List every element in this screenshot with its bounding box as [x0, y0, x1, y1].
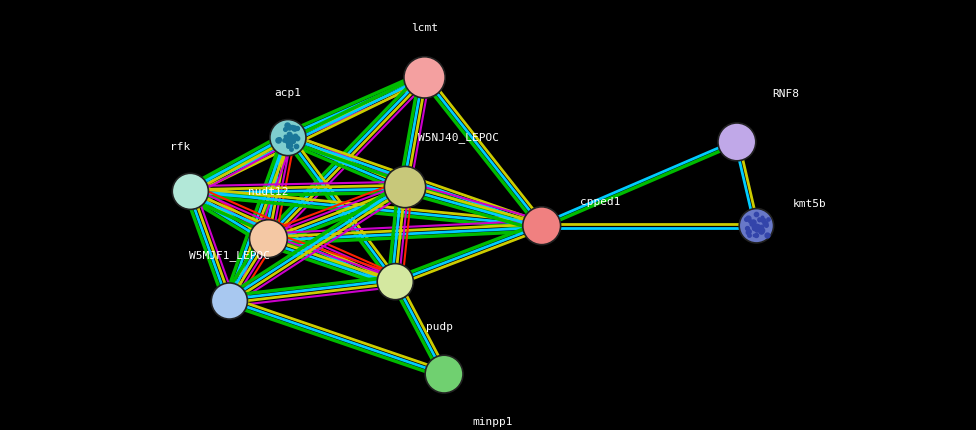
Text: minpp1: minpp1: [472, 417, 513, 427]
Circle shape: [404, 57, 445, 98]
Text: kmt5b: kmt5b: [793, 199, 827, 209]
Circle shape: [385, 166, 426, 208]
Text: W5MJF1_LEPOC: W5MJF1_LEPOC: [189, 250, 269, 261]
Text: RNF8: RNF8: [772, 89, 799, 99]
Circle shape: [523, 207, 560, 245]
Circle shape: [250, 220, 287, 258]
Text: pudp: pudp: [426, 322, 453, 332]
Text: cpped1: cpped1: [580, 197, 621, 207]
Circle shape: [269, 120, 306, 156]
Circle shape: [739, 209, 774, 243]
Text: acp1: acp1: [274, 88, 302, 98]
Text: W5NJ40_LEPOC: W5NJ40_LEPOC: [419, 132, 499, 143]
Text: rfk: rfk: [171, 142, 190, 152]
Text: nudt12: nudt12: [248, 187, 289, 197]
Circle shape: [377, 264, 414, 300]
Text: lcmt: lcmt: [411, 23, 438, 33]
Circle shape: [172, 173, 209, 209]
Circle shape: [426, 355, 463, 393]
Circle shape: [718, 123, 755, 161]
Circle shape: [211, 283, 248, 319]
